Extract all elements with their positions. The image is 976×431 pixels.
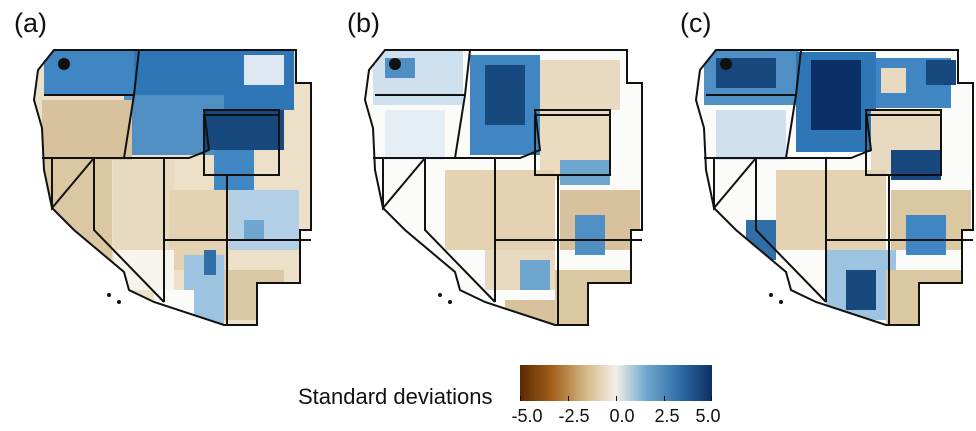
map-panel-c	[694, 49, 974, 326]
legend-tickmark	[616, 396, 617, 401]
legend-tickmark	[568, 396, 569, 401]
legend-tickmark	[664, 396, 665, 401]
panel-label-c: (c)	[680, 8, 712, 38]
panel-label-b: (b)	[347, 8, 380, 38]
legend-colorbar	[520, 365, 712, 401]
legend-tickmark	[520, 396, 521, 401]
map-panel-b	[363, 49, 643, 326]
legend-tick-label: 2.5	[654, 406, 680, 426]
legend-tick-label: 5.0	[695, 406, 721, 426]
panel-label-a: (a)	[14, 8, 47, 38]
legend-tick-label: 0.0	[609, 406, 635, 426]
legend-tickmark	[711, 396, 712, 401]
legend-title: Standard deviations	[298, 384, 493, 409]
legend-tick-label: -5.0	[511, 406, 543, 426]
legend-tick-label: -2.5	[558, 406, 590, 426]
map-panel-a	[32, 49, 312, 326]
